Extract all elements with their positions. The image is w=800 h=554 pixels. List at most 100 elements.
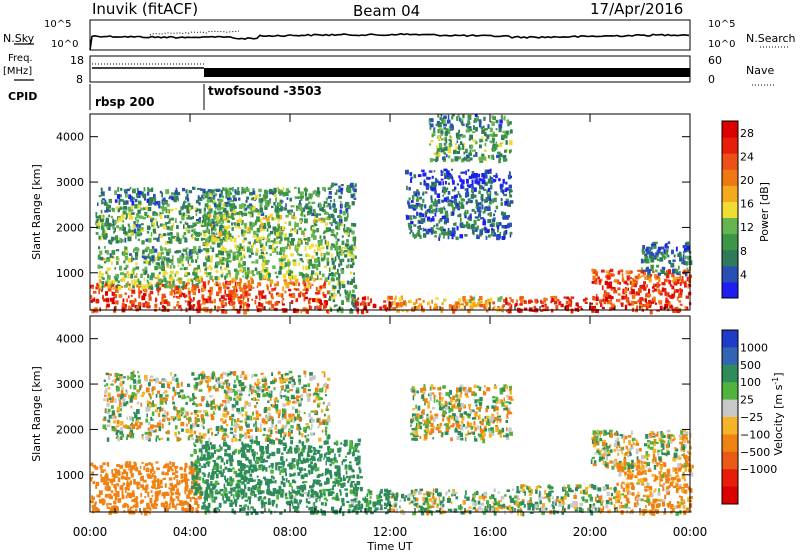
heatmap-cell (214, 276, 218, 281)
heatmap-cell (434, 212, 437, 217)
heatmap-cell (162, 256, 166, 259)
heatmap-cell (484, 206, 488, 209)
heatmap-cell (478, 122, 482, 128)
heatmap-cell (646, 247, 650, 250)
heatmap-cell (224, 289, 226, 295)
station-title: Inuvik (fitACF) (92, 0, 198, 18)
heatmap-cell (147, 207, 152, 211)
heatmap-cell (180, 407, 185, 411)
heatmap-cell (645, 255, 648, 260)
heatmap-cell (146, 473, 151, 477)
heatmap-cell (136, 215, 139, 219)
heatmap-cell (217, 207, 222, 211)
heatmap-cell (301, 207, 306, 212)
heatmap-cell (353, 272, 355, 275)
heatmap-cell (243, 374, 248, 378)
power-colorbar-tick: 24 (740, 150, 754, 163)
heatmap-cell (96, 220, 100, 226)
heatmap-cell (642, 245, 645, 250)
heatmap-cell (318, 437, 322, 442)
heatmap-cell (478, 173, 481, 178)
heatmap-cell (207, 216, 211, 221)
heatmap-cell (136, 484, 139, 489)
heatmap-cell (321, 246, 325, 250)
heatmap-cell (249, 248, 253, 253)
heatmap-cell (279, 268, 282, 272)
heatmap-cell (645, 306, 649, 311)
heatmap-cell (568, 299, 571, 305)
heatmap-cell (296, 387, 300, 390)
heatmap-cell (126, 298, 128, 303)
heatmap-cell (282, 395, 287, 398)
heatmap-cell (438, 233, 441, 238)
heatmap-cell (180, 500, 183, 505)
heatmap-cell (157, 274, 160, 279)
heatmap-cell (150, 490, 153, 493)
heatmap-cell (501, 211, 504, 216)
heatmap-cell (160, 247, 164, 252)
heatmap-cell (260, 213, 264, 216)
heatmap-cell (328, 273, 332, 277)
heatmap-cell (531, 309, 535, 312)
heatmap-cell (181, 506, 184, 512)
heatmap-cell (280, 433, 282, 438)
heatmap-cell (111, 379, 114, 382)
heatmap-cell (214, 228, 217, 232)
heatmap-cell (176, 191, 181, 196)
heatmap-cell (623, 295, 627, 300)
heatmap-cell (169, 274, 172, 279)
heatmap-cell (102, 295, 104, 299)
heatmap-cell (292, 281, 295, 284)
heatmap-cell (668, 280, 672, 285)
heatmap-cell (98, 235, 101, 240)
heatmap-cell (204, 215, 208, 221)
heatmap-cell (265, 301, 269, 304)
heatmap-cell (143, 261, 146, 264)
heatmap-cell (626, 283, 629, 286)
heatmap-cell (462, 157, 467, 161)
heatmap-cell (327, 275, 330, 280)
heatmap-cell (108, 205, 111, 209)
heatmap-cell (227, 379, 229, 382)
heatmap-cell (671, 306, 674, 310)
heatmap-cell (303, 384, 308, 388)
heatmap-cell (497, 306, 501, 309)
heatmap-cell (443, 192, 446, 195)
heatmap-cell (436, 227, 439, 230)
heatmap-cell (154, 380, 158, 384)
heatmap-cell (174, 392, 177, 397)
heatmap-cell (115, 305, 117, 311)
heatmap-cell (224, 406, 228, 411)
heatmap-cell (129, 209, 133, 212)
heatmap-cell (227, 190, 232, 195)
heatmap-cell (333, 208, 337, 213)
heatmap-cell (317, 204, 321, 208)
heatmap-cell (288, 221, 292, 226)
heatmap-cell (287, 265, 290, 269)
heatmap-cell (265, 203, 269, 207)
heatmap-cell (236, 219, 240, 225)
heatmap-cell (177, 431, 180, 435)
heatmap-cell (130, 371, 135, 375)
heatmap-cell (288, 244, 291, 250)
heatmap-cell (649, 274, 653, 277)
heatmap-cell (676, 279, 680, 285)
heatmap-cell (234, 438, 238, 442)
heatmap-cell (307, 300, 311, 305)
heatmap-cell (113, 296, 115, 301)
heatmap-cell (220, 262, 225, 265)
heatmap-cell (316, 228, 319, 233)
heatmap-cell (150, 474, 154, 477)
heatmap-cell (94, 503, 97, 507)
heatmap-cell (451, 230, 456, 233)
heatmap-cell (196, 251, 199, 256)
heatmap-cell (147, 253, 150, 258)
heatmap-cell (181, 293, 184, 296)
heatmap-cell (672, 276, 677, 281)
heatmap-cell (153, 475, 157, 479)
heatmap-cell (234, 244, 237, 249)
heatmap-cell (184, 481, 187, 486)
heatmap-cell (476, 180, 480, 185)
heatmap-cell (93, 307, 96, 310)
heatmap-cell (464, 234, 468, 237)
